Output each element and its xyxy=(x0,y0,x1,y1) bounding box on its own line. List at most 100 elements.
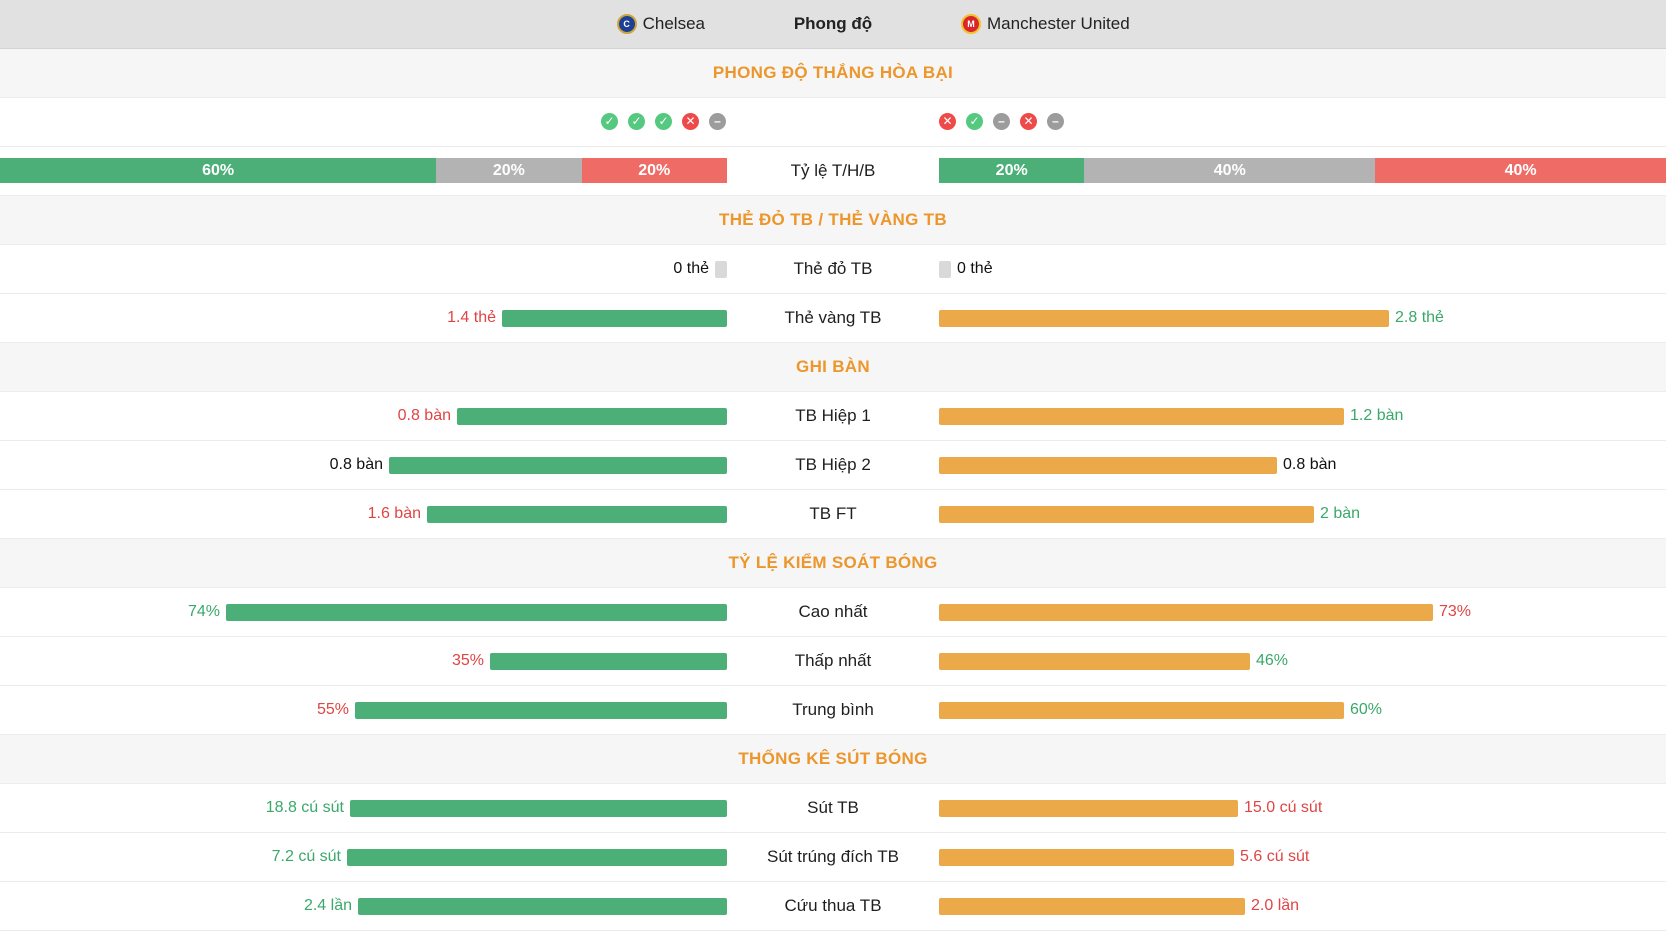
win-check-icon: ✓ xyxy=(655,113,672,130)
chelsea-crest-icon: C xyxy=(616,14,637,34)
home-value: 2.4 lần xyxy=(303,897,352,914)
away-bar xyxy=(939,898,1245,915)
home-bar xyxy=(355,702,727,719)
home-bar xyxy=(389,457,727,474)
away-bar xyxy=(939,702,1344,719)
away-team-name: Manchester United xyxy=(987,14,1130,33)
header-title: Phong độ xyxy=(793,14,873,33)
loss-x-icon: ✕ xyxy=(682,113,699,130)
draw-dash-icon: – xyxy=(709,113,726,130)
stat-row-yellow: 1.4 thẻ Thẻ vàng TB 2.8 thẻ xyxy=(0,294,1666,343)
home-value: 0.8 bàn xyxy=(397,407,451,424)
home-bar xyxy=(502,310,727,327)
draw-dash-icon: – xyxy=(993,113,1010,130)
stat-row-red: 0 thẻ Thẻ đỏ TB 0 thẻ xyxy=(0,245,1666,294)
stat-row-shots: 18.8 cú sút Sút TB 15.0 cú sút xyxy=(0,784,1666,833)
home-bar xyxy=(350,800,727,817)
stat-label: Thấp nhất xyxy=(794,651,872,670)
away-value: 0 thẻ xyxy=(957,260,993,277)
stat-row-h1: 0.8 bàn TB Hiệp 1 1.2 bàn xyxy=(0,392,1666,441)
away-ratio-win: 20% xyxy=(939,158,1085,183)
home-form-icons: ✓ ✓ ✓ ✕ – xyxy=(601,113,726,130)
home-bar xyxy=(347,849,727,866)
away-value: 1.2 bàn xyxy=(1350,407,1404,424)
stat-row-h2: 0.8 bàn TB Hiệp 2 0.8 bàn xyxy=(0,441,1666,490)
home-ratio-win: 60% xyxy=(0,158,437,183)
stat-row-pavg: 55% Trung bình 60% xyxy=(0,686,1666,735)
home-team-name: Chelsea xyxy=(642,14,705,33)
away-bar xyxy=(939,506,1314,523)
away-value: 2.8 thẻ xyxy=(1395,309,1444,326)
stat-label: Cứu thua TB xyxy=(784,896,882,915)
away-value: 5.6 cú sút xyxy=(1240,848,1310,865)
home-value: 1.6 bàn xyxy=(367,505,421,522)
away-bar xyxy=(939,457,1277,474)
home-ratio-loss: 20% xyxy=(581,158,727,183)
away-value: 0.8 bàn xyxy=(1283,456,1337,473)
draw-dash-icon: – xyxy=(1047,113,1064,130)
win-check-icon: ✓ xyxy=(966,113,983,130)
home-ratio-bar: 60% 20% 20% xyxy=(0,158,727,183)
header-bar: C Chelsea Phong độ M Manchester United xyxy=(0,0,1666,49)
home-value: 35% xyxy=(451,652,484,669)
home-value: 0.8 bàn xyxy=(329,456,383,473)
home-value: 74% xyxy=(187,603,220,620)
home-value: 0 thẻ xyxy=(673,260,709,277)
home-ratio-draw: 20% xyxy=(436,158,582,183)
stat-row-pmax: 74% Cao nhất 73% xyxy=(0,588,1666,637)
away-bar xyxy=(939,800,1238,817)
away-value: 2.0 lần xyxy=(1251,897,1300,914)
loss-x-icon: ✕ xyxy=(939,113,956,130)
away-ratio-draw: 40% xyxy=(1084,158,1376,183)
stat-row-ft: 1.6 bàn TB FT 2 bàn xyxy=(0,490,1666,539)
stat-row-sot: 7.2 cú sút Sút trúng đích TB 5.6 cú sút xyxy=(0,833,1666,882)
manutd-crest-icon: M xyxy=(961,14,981,34)
home-value: 1.4 thẻ xyxy=(447,309,496,326)
section-cards: THẺ ĐỎ TB / THẺ VÀNG TB xyxy=(0,196,1666,245)
section-goals: GHI BÀN xyxy=(0,343,1666,392)
away-team[interactable]: M Manchester United xyxy=(961,14,1130,34)
ratio-row: 60% 20% 20% Tỷ lệ T/H/B 20% 40% 40% xyxy=(0,147,1666,196)
away-ratio-loss: 40% xyxy=(1375,158,1666,183)
home-bar xyxy=(457,408,727,425)
home-value: 7.2 cú sút xyxy=(271,848,341,865)
home-bar xyxy=(427,506,727,523)
home-value: 18.8 cú sút xyxy=(265,799,344,816)
stat-label: Thẻ vàng TB xyxy=(784,308,882,327)
stat-label: TB FT xyxy=(809,504,857,523)
home-team[interactable]: C Chelsea xyxy=(616,14,705,34)
away-value: 15.0 cú sút xyxy=(1244,799,1323,816)
home-bar xyxy=(715,261,727,278)
away-bar xyxy=(939,310,1389,327)
away-value: 2 bàn xyxy=(1320,505,1361,522)
section-form: PHONG ĐỘ THẮNG HÒA BẠI xyxy=(0,49,1666,98)
ratio-label: Tỷ lệ T/H/B xyxy=(790,161,876,180)
form-icons-row: ✓ ✓ ✓ ✕ – ✕ ✓ – ✕ – xyxy=(0,98,1666,147)
stat-row-saves: 2.4 lần Cứu thua TB 2.0 lần xyxy=(0,882,1666,931)
away-value: 73% xyxy=(1439,603,1472,620)
loss-x-icon: ✕ xyxy=(1020,113,1037,130)
home-bar xyxy=(358,898,727,915)
home-bar xyxy=(490,653,727,670)
away-bar xyxy=(939,604,1433,621)
section-possession: TỶ LỆ KIỂM SOÁT BÓNG xyxy=(0,539,1666,588)
stat-label: Thẻ đỏ TB xyxy=(793,259,873,278)
stat-row-pmin: 35% Thấp nhất 46% xyxy=(0,637,1666,686)
away-bar xyxy=(939,849,1234,866)
section-shots: THỐNG KÊ SÚT BÓNG xyxy=(0,735,1666,784)
stat-label: TB Hiệp 1 xyxy=(795,406,871,425)
home-value: 55% xyxy=(316,701,349,718)
away-bar xyxy=(939,653,1250,670)
win-check-icon: ✓ xyxy=(601,113,618,130)
home-bar xyxy=(226,604,727,621)
away-bar xyxy=(939,261,951,278)
away-value: 46% xyxy=(1256,652,1289,669)
stat-label: Sút TB xyxy=(807,798,859,817)
away-value: 60% xyxy=(1350,701,1383,718)
away-form-icons: ✕ ✓ – ✕ – xyxy=(939,113,1064,130)
win-check-icon: ✓ xyxy=(628,113,645,130)
stat-label: TB Hiệp 2 xyxy=(795,455,871,474)
away-bar xyxy=(939,408,1344,425)
stat-label: Cao nhất xyxy=(798,602,868,621)
